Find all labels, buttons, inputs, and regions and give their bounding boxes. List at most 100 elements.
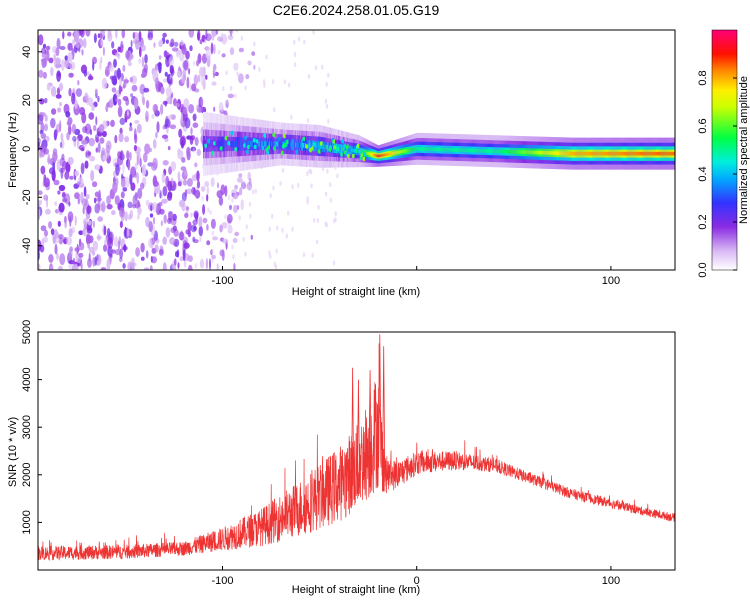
- heatmap-band-cell: [286, 141, 288, 147]
- heatmap-noise-cell: [57, 107, 62, 113]
- heatmap-band-cell: [296, 142, 298, 148]
- heatmap-band-cell: [566, 151, 568, 156]
- heatmap-noise-cell: [111, 87, 117, 93]
- heatmap-band-cell: [285, 139, 290, 145]
- heatmap-band-cell: [259, 141, 261, 147]
- heatmap-noise-cell: [153, 180, 159, 187]
- colorbar-tick-label: 0.2: [697, 214, 709, 229]
- heatmap-noise-cell: [136, 172, 139, 185]
- heatmap-noise-cell: [135, 247, 141, 257]
- heatmap-band-cell: [307, 143, 310, 149]
- heatmap-noise-cell: [154, 244, 159, 253]
- heatmap-band-cell: [507, 149, 510, 154]
- heatmap-noise-cell: [93, 197, 97, 204]
- heatmap-band-cell: [577, 151, 580, 156]
- heatmap-band-cell: [486, 149, 488, 153]
- heatmap-band-cell: [347, 147, 350, 152]
- y-tick-label: 20: [21, 94, 33, 106]
- heatmap-noise-cell: [48, 167, 56, 175]
- heatmap-noise-cell: [187, 255, 193, 262]
- heatmap-noise-cell: [172, 213, 177, 221]
- heatmap-noise-cell: [47, 153, 51, 166]
- heatmap-noise-cell: [207, 207, 210, 213]
- heatmap-noise-cell: [311, 252, 314, 258]
- heatmap-band-cell: [415, 147, 417, 151]
- heatmap-band-cell: [432, 147, 434, 152]
- heatmap-band-cell: [332, 145, 334, 151]
- heatmap-noise-cell: [187, 230, 191, 238]
- heatmap-noise-cell: [104, 146, 111, 159]
- colorbar-ticks: 0.0 0.2 0.4 0.6 0.8: [697, 70, 737, 278]
- heatmap-noise-cell: [152, 216, 156, 225]
- heatmap-noise-cell: [66, 236, 72, 246]
- heatmap-noise-cell: [178, 199, 186, 208]
- heatmap-noise-cell: [62, 30, 65, 40]
- heatmap-band-cell: [565, 151, 567, 156]
- heatmap-noise-cell: [39, 244, 45, 253]
- heatmap-band-cell: [361, 150, 363, 154]
- heatmap-noise-cell: [115, 30, 118, 39]
- heatmap-noise-cell: [98, 123, 105, 133]
- heatmap-noise-cell: [140, 256, 145, 261]
- heatmap-band-cell: [627, 151, 629, 156]
- heatmap-band-cell: [392, 151, 394, 155]
- heatmap-noise-cell: [235, 30, 238, 33]
- heatmap-band-cell: [245, 140, 248, 147]
- heatmap-band-cell: [425, 147, 427, 151]
- heatmap-noise-cell: [87, 220, 92, 226]
- heatmap-noise-cell: [182, 106, 188, 115]
- heatmap-noise-cell: [123, 79, 129, 84]
- heatmap-noise-cell: [162, 236, 167, 245]
- heatmap-noise-cell: [130, 40, 133, 48]
- heatmap-band-cell: [574, 151, 576, 156]
- heatmap-noise-cell: [83, 186, 87, 198]
- heatmap-noise-cell: [82, 126, 88, 134]
- heatmap-noise-cell: [141, 93, 145, 103]
- heatmap-band-cell: [376, 154, 379, 158]
- heatmap-band-cell: [668, 151, 670, 156]
- heatmap-noise-cell: [165, 227, 171, 238]
- heatmap-band-cell: [514, 150, 517, 154]
- heatmap-noise-cell: [262, 79, 266, 85]
- heatmap-band-cell: [232, 140, 234, 148]
- heatmap-noise-cell: [177, 171, 181, 182]
- y-tick-label: 2000: [21, 463, 33, 487]
- heatmap-noise-cell: [161, 172, 166, 184]
- y-tick-label: 40: [21, 46, 33, 58]
- heatmap-noise-cell: [160, 86, 165, 95]
- heatmap-band-cell: [612, 151, 615, 156]
- heatmap-band-cell: [589, 151, 591, 156]
- heatmap-band-cell: [470, 148, 472, 153]
- heatmap-band-cell: [429, 147, 431, 151]
- heatmap-noise-cell: [103, 225, 107, 236]
- heatmap-band-cell: [400, 150, 402, 154]
- heatmap-band-cell: [461, 148, 463, 152]
- heatmap-band-cell: [663, 151, 665, 156]
- heatmap-band-cell: [621, 151, 623, 156]
- heatmap-noise-cell: [49, 266, 53, 270]
- heatmap-band-cell: [354, 148, 356, 153]
- snr-peak: [368, 370, 372, 475]
- heatmap-band-cell: [319, 143, 321, 149]
- heatmap-band-cell: [645, 151, 648, 156]
- heatmap-noise-cell: [109, 97, 114, 109]
- heatmap-noise-cell: [170, 161, 177, 172]
- heatmap-band-cell: [297, 142, 299, 148]
- heatmap-noise-cell: [307, 74, 311, 79]
- heatmap-band-cell: [328, 145, 330, 150]
- heatmap-noise-cell: [100, 267, 107, 270]
- heatmap-noise-cell: [272, 79, 275, 85]
- heatmap-noise-cell: [38, 69, 44, 78]
- heatmap-noise-cell: [72, 263, 79, 270]
- heatmap-noise-cell: [182, 60, 187, 70]
- heatmap-band-cell: [262, 141, 264, 147]
- heatmap-band-cell: [348, 148, 350, 152]
- heatmap-noise-cell: [38, 114, 44, 125]
- heatmap-band-cell: [585, 151, 587, 156]
- heatmap-noise-cell: [175, 102, 181, 108]
- heatmap-band-cell: [580, 151, 583, 156]
- heatmap-band-cell: [443, 147, 446, 152]
- heatmap-band-cell: [564, 151, 566, 156]
- heatmap-band-cell: [457, 148, 459, 152]
- heatmap-band-cell: [391, 152, 393, 155]
